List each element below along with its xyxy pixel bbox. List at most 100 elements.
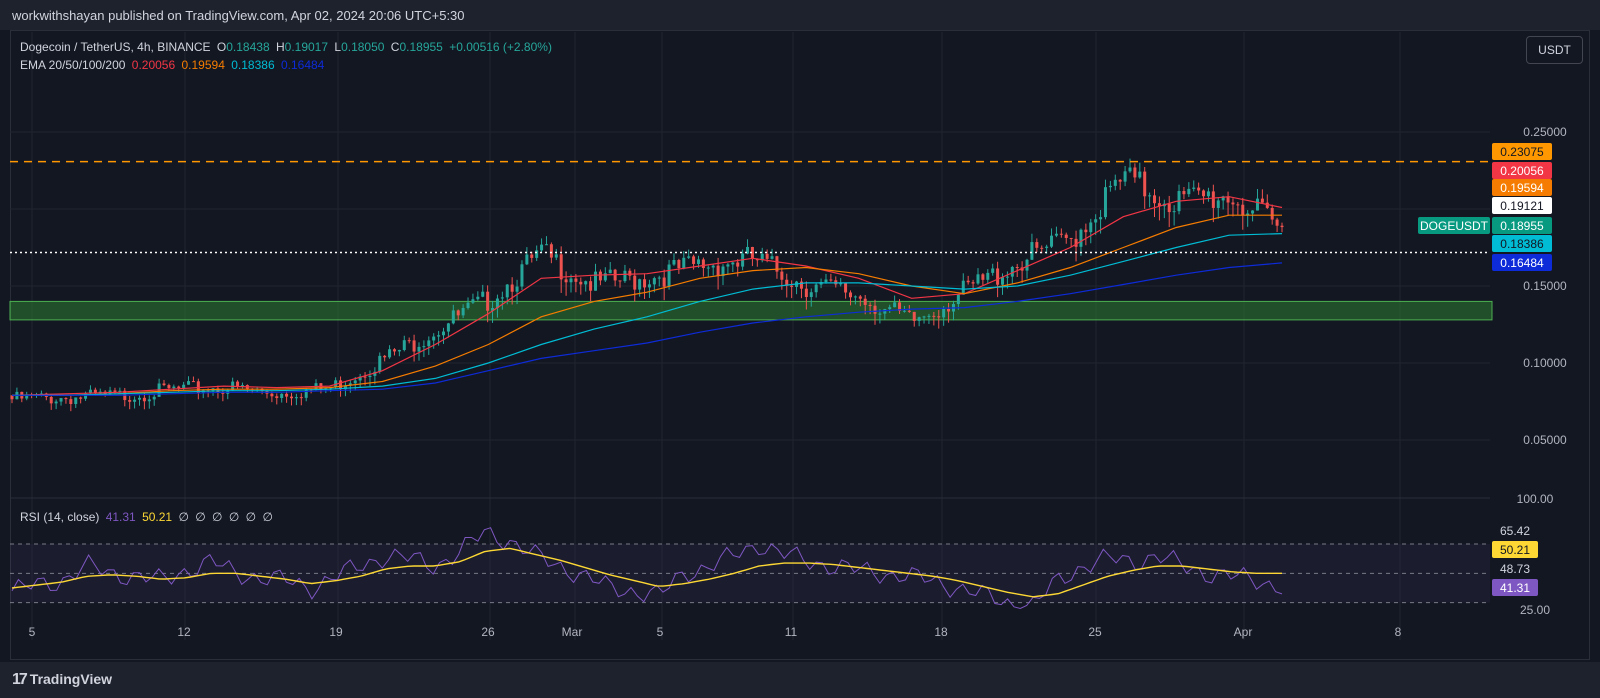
- candle-body: [417, 346, 421, 352]
- candle-body: [59, 398, 63, 402]
- candle-body: [687, 256, 691, 258]
- candle-body: [692, 256, 696, 264]
- candle-body: [1079, 229, 1083, 247]
- publish-bar: workwithshayan published on TradingView.…: [0, 0, 1600, 30]
- candle-body: [427, 340, 431, 347]
- ema-line-1: [11, 196, 1283, 396]
- time-axis-label: Apr: [1234, 625, 1253, 639]
- candle-body: [594, 271, 598, 291]
- candle-body: [1059, 233, 1063, 235]
- candle-body: [853, 296, 857, 298]
- tag-ema200: 0.16484: [1500, 256, 1544, 270]
- candle-body: [240, 385, 244, 387]
- rsi-ma-value: 50.21: [142, 510, 173, 524]
- currency-button[interactable]: USDT: [1526, 36, 1583, 64]
- candle-body: [672, 260, 676, 265]
- candle-body: [711, 265, 715, 268]
- footer-bar: 17 TradingView: [0, 662, 1600, 698]
- candle-body: [937, 316, 941, 318]
- rsi-extra: ∅: [178, 510, 189, 524]
- high-value: 0.19017: [284, 40, 329, 54]
- candle-body: [1167, 203, 1171, 213]
- candle-body: [49, 396, 53, 404]
- candle-body: [388, 349, 392, 358]
- candle-body: [633, 275, 637, 290]
- candle-body: [1103, 187, 1107, 218]
- tag-ema50: 0.19594: [1500, 181, 1544, 195]
- ema50-value: 0.19594: [181, 58, 225, 72]
- tag-rsi-high: 65.42: [1500, 524, 1530, 538]
- candle-body: [84, 393, 88, 399]
- rsi-extra: ∅: [212, 510, 223, 524]
- candle-body: [495, 298, 499, 309]
- candle-body: [976, 274, 980, 284]
- time-axis-label: 12: [177, 625, 191, 639]
- candle-body: [152, 396, 156, 400]
- candle-body: [182, 384, 186, 389]
- tag-ema100-bg: [1492, 235, 1552, 252]
- tag-symbol: DOGEUSDT: [1420, 219, 1489, 233]
- tag-ema200-bg: [1492, 254, 1552, 271]
- candle-body: [981, 274, 985, 280]
- candle-body: [603, 273, 607, 281]
- candle-body: [785, 279, 789, 286]
- candle-body: [1265, 202, 1269, 208]
- candle-body: [809, 292, 813, 297]
- candle-body: [1143, 171, 1147, 197]
- candle-body: [535, 250, 539, 258]
- candle-body: [525, 254, 529, 265]
- candle-body: [353, 380, 357, 384]
- candle-body: [1118, 179, 1122, 182]
- candle-body: [137, 397, 141, 400]
- candle-body: [1202, 190, 1206, 197]
- candle-body: [187, 381, 191, 385]
- candle-body: [799, 281, 803, 289]
- time-axis-label: 18: [934, 625, 948, 639]
- chart-frame[interactable]: [10, 30, 1590, 660]
- candle-body: [902, 310, 906, 312]
- support-zone: [9, 300, 1493, 321]
- candle-body: [162, 383, 166, 386]
- candle-body: [726, 264, 730, 267]
- candle-body: [172, 386, 176, 389]
- candle-body: [1172, 211, 1176, 213]
- candle-body: [775, 256, 779, 272]
- candle-body: [883, 309, 887, 314]
- candle-body: [657, 277, 661, 279]
- candle-body: [128, 400, 132, 402]
- candle-body: [839, 283, 843, 285]
- rsi-extra: ∅: [195, 510, 206, 524]
- candle-body: [922, 316, 926, 318]
- rsi-axis-label: 100.00: [1517, 492, 1554, 506]
- time-axis-label: 5: [29, 625, 36, 639]
- candle-body: [1221, 196, 1225, 201]
- tag-close-bg: [1492, 217, 1552, 234]
- low-label: L: [334, 40, 342, 54]
- candle-body: [736, 262, 740, 267]
- candle-body: [1123, 171, 1127, 182]
- candle-body: [947, 308, 951, 312]
- candle-body: [407, 340, 411, 342]
- candle-body: [486, 291, 490, 311]
- candle-body: [1157, 203, 1161, 207]
- candle-body: [339, 380, 343, 390]
- candle-body: [500, 297, 504, 299]
- candle-body: [971, 282, 975, 284]
- tradingview-logo[interactable]: 17 TradingView: [12, 671, 113, 688]
- candle-body: [961, 280, 965, 295]
- candle-body: [706, 267, 710, 269]
- candle-body: [1270, 207, 1274, 220]
- price-axis-label: 0.10000: [1523, 356, 1567, 370]
- candle-body: [471, 299, 475, 303]
- candle-body: [559, 254, 563, 280]
- candle-body: [770, 256, 774, 259]
- candle-body: [1015, 266, 1019, 268]
- candle-body: [750, 246, 754, 260]
- ema-line-3: [12, 233, 1283, 396]
- candle-body: [731, 262, 735, 265]
- tag-rsi-ma: 50.21: [1500, 543, 1530, 557]
- candle-body: [898, 302, 902, 311]
- ema200-value: 0.16484: [280, 58, 325, 72]
- close-value: 0.18955: [399, 40, 443, 54]
